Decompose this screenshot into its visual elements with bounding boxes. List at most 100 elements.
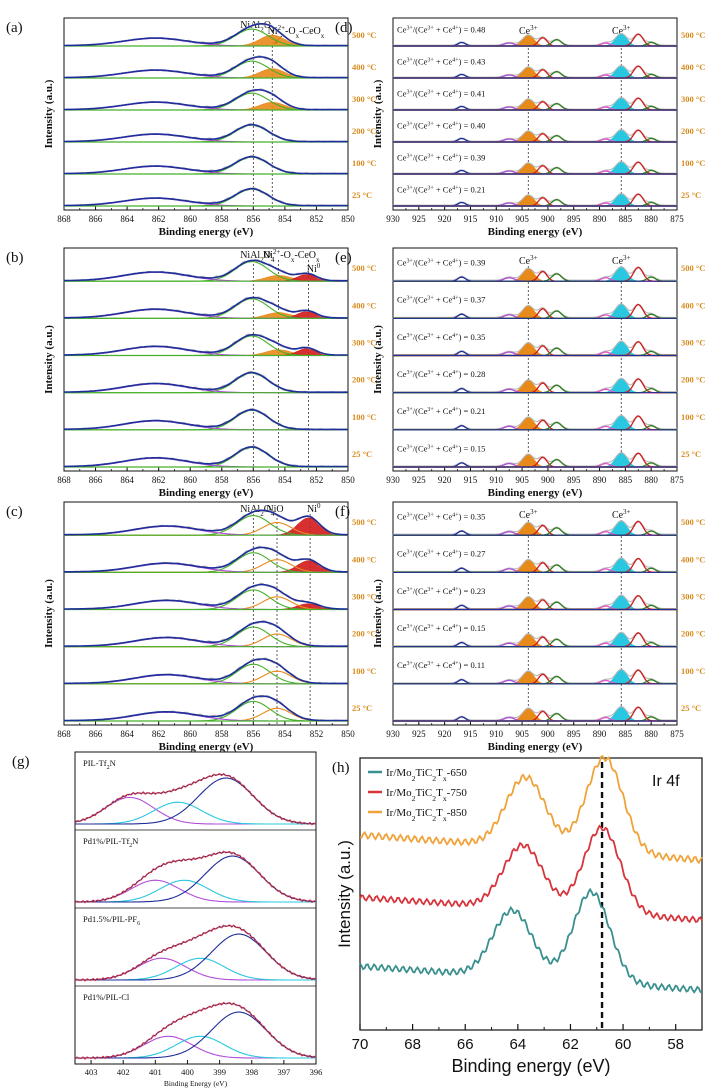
x-tick-label: 895: [567, 729, 581, 739]
x-tick-label: 864: [120, 729, 134, 739]
spectrum-b-2: 300 °C: [63, 333, 376, 357]
temperature-label: 200 °C: [681, 126, 705, 136]
panel-label: (h): [332, 760, 350, 776]
x-tick-label: 920: [438, 729, 452, 739]
x-tick-label: 905: [515, 475, 529, 485]
spectrum-f-4: Ce3+/(Ce3+ + Ce4+) = 0.11 100 °C: [392, 660, 705, 685]
fitted-envelope: [64, 408, 348, 431]
panel-label: (g): [12, 754, 30, 770]
temperature-label: 500 °C: [352, 30, 376, 40]
temperature-label: 400 °C: [681, 554, 705, 564]
temperature-label: 400 °C: [352, 554, 376, 564]
panel-label: (f): [335, 504, 350, 520]
x-tick-label: 925: [412, 214, 426, 224]
x-tick-label: 915: [464, 475, 478, 485]
x-tick-label: 875: [670, 475, 684, 485]
x-tick-label: 58: [667, 1036, 684, 1053]
spectrum-a-4: 100 °C: [64, 154, 376, 175]
raw-spectrum: [393, 557, 677, 572]
temperature-label: 500 °C: [681, 30, 705, 40]
raw-spectrum: [74, 924, 317, 982]
temperature-label: 200 °C: [352, 375, 376, 385]
raw-spectrum: [393, 414, 677, 430]
plot-frame: [359, 757, 703, 1031]
peak-annotation: Ni2+-Ox-CeOx: [268, 24, 325, 40]
fitted-component: [75, 1035, 316, 1059]
raw-spectrum: [393, 65, 677, 78]
spectrum-b-3: 200 °C: [64, 370, 376, 394]
temperature-label: 100 °C: [352, 412, 376, 422]
x-tick-label: 862: [152, 214, 166, 224]
x-tick-label: 854: [278, 214, 292, 224]
temperature-label: 500 °C: [681, 263, 705, 273]
peak-annotation: Ce3+: [612, 254, 631, 267]
fitted-envelope: [64, 509, 348, 536]
x-tick-label: 64: [510, 1036, 527, 1053]
temperature-label: 25 °C: [681, 703, 701, 713]
peak-annotation: NiAl2O4: [240, 504, 275, 518]
spectrum-c-4: 100 °C: [64, 657, 376, 685]
x-tick-label: 862: [152, 729, 166, 739]
fitted-envelope: [64, 187, 348, 207]
spectrum-f-3: Ce3+/(Ce3+ + Ce4+) = 0.15 200 °C: [392, 623, 705, 648]
x-tick-label: 860: [183, 475, 197, 485]
x-tick-label: 925: [412, 729, 426, 739]
y-axis-label: Intensity (a.u.): [335, 840, 354, 948]
raw-spectrum: [393, 377, 677, 393]
x-tick-label: 890: [593, 729, 607, 739]
ratio-label: Ce3+/(Ce3+ + Ce4+) = 0.39: [397, 258, 485, 268]
spectrum-h-2: Ir/Mo2TiC2Tx-850: [359, 754, 703, 865]
raw-spectrum: [393, 668, 677, 684]
temperature-label: 500 °C: [681, 517, 705, 527]
fitted-envelope: [64, 89, 348, 111]
x-tick-label: 66: [457, 1036, 474, 1053]
raw-spectrum: [393, 33, 677, 46]
spectrum-h-1: Ir/Mo2TiC2Tx-750: [359, 787, 703, 924]
plot-frame: [63, 17, 349, 211]
spectrum-e-2: Ce3+/(Ce3+ + Ce4+) = 0.35 300 °C: [393, 332, 705, 357]
x-tick-label: 900: [541, 214, 555, 224]
ratio-label: Ce3+/(Ce3+ + Ce4+) = 0.15: [397, 623, 485, 633]
x-tick-label: 866: [89, 729, 103, 739]
raw-spectrum: [393, 303, 677, 318]
x-tick-label: 868: [57, 214, 71, 224]
spectrum-e-1: Ce3+/(Ce3+ + Ce4+) = 0.37 400 °C: [392, 295, 705, 319]
spectrum-c-5: 25 °C: [63, 694, 372, 722]
temperature-label: 25 °C: [681, 190, 701, 200]
y-axis-label: Intensity (a.u.): [372, 579, 384, 648]
x-axis-label: Binding energy (eV): [159, 226, 254, 238]
spectrum-c-0: 500 °C: [63, 508, 376, 536]
temperature-label: 200 °C: [352, 629, 376, 639]
spectrum-g-1: Pd1%/PIL-Tf2N: [74, 829, 317, 904]
fitted-envelope: [75, 925, 317, 981]
chart-title: Ir 4f: [652, 773, 680, 790]
x-tick-label: 915: [464, 729, 478, 739]
raw-spectrum: [393, 452, 677, 467]
fitted-envelope: [64, 333, 348, 356]
temperature-label: 100 °C: [681, 666, 705, 676]
x-tick-label: 396: [310, 1067, 323, 1077]
fitted-envelope: [74, 773, 317, 825]
fitted-envelope: [64, 56, 348, 79]
peak-annotation: Ce3+: [519, 508, 538, 521]
panel-label: (e): [335, 250, 352, 266]
x-tick-label: 866: [89, 214, 103, 224]
x-tick-label: 885: [619, 214, 633, 224]
fitted-envelope: [75, 851, 317, 903]
peak-annotation: NiO: [266, 504, 283, 515]
peak-annotation: NiAl2O4: [240, 250, 275, 264]
fitted-envelope: [64, 155, 348, 175]
panel-f: 930 925 920 915 910 905 900 895 890 885 880 875 Bind…: [335, 501, 705, 753]
temperature-label: 25 °C: [352, 703, 372, 713]
ratio-label: Ce3+/(Ce3+ + Ce4+) = 0.23: [397, 586, 485, 596]
legend-label: Ir/Mo2TiC2Tx-850: [386, 807, 467, 823]
panel-label: (a): [6, 20, 23, 36]
panel-a: 868 866 864 862 860 858 856 854 852 850 Binding en…: [6, 17, 376, 238]
x-tick-label: 915: [464, 214, 478, 224]
fitted-envelope: [75, 1002, 317, 1059]
peak-annotation: Ce3+: [612, 508, 631, 521]
x-tick-label: 885: [619, 729, 633, 739]
temperature-label: 500 °C: [352, 263, 376, 273]
spectrum-a-3: 200 °C: [64, 122, 376, 143]
